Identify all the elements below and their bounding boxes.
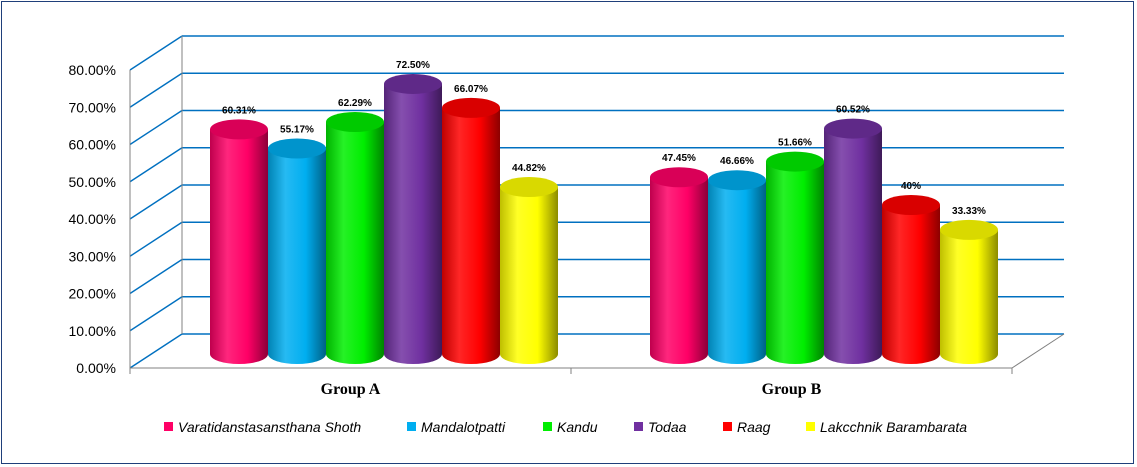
gridline-diag — [129, 258, 183, 295]
y-tick-label: 10.00% — [69, 323, 116, 339]
y-tick-label: 80.00% — [69, 62, 116, 78]
bar — [824, 118, 882, 364]
gridline-diag — [129, 147, 183, 183]
data-label: 51.66% — [778, 138, 812, 149]
bar-body — [766, 161, 824, 364]
legend-item: Mandalotpatti — [407, 419, 506, 435]
bar-top — [384, 73, 442, 94]
gridline-diag — [129, 296, 183, 332]
gridline-diag — [129, 221, 183, 257]
bar-top — [210, 119, 268, 140]
legend-label: Kandu — [557, 419, 598, 435]
data-labels: 60.31% 55.17% 62.29% 72.50% 66.07% 44.82% 47.4… — [222, 60, 986, 217]
legend-label: Varatidanstasansthana Shoth — [178, 419, 361, 435]
bar — [500, 177, 558, 364]
data-label: 44.82% — [512, 163, 546, 174]
bar-top — [650, 167, 708, 188]
bar-top — [824, 118, 882, 139]
bar-body — [940, 229, 998, 364]
bar-top — [442, 97, 500, 118]
bar — [940, 219, 998, 364]
bar-body — [384, 83, 442, 364]
legend-swatch — [407, 422, 416, 431]
bar-body — [824, 128, 882, 364]
bar — [268, 138, 326, 364]
bar-body — [210, 129, 268, 364]
data-label: 46.66% — [720, 156, 754, 167]
floor-edge — [1011, 333, 1065, 369]
bar — [708, 170, 766, 364]
legend-label: Todaa — [648, 419, 687, 435]
bar-body — [882, 205, 940, 364]
y-tick-label: 20.00% — [69, 286, 116, 302]
bar-top — [326, 111, 384, 132]
bar-body — [268, 148, 326, 364]
legend-label: Raag — [737, 419, 771, 435]
legend-item: Varatidanstasansthana Shoth — [164, 419, 361, 435]
gridline-diag — [129, 333, 183, 369]
gridline-diag — [129, 72, 183, 108]
legend-swatch — [164, 422, 173, 431]
y-tick-label: 50.00% — [69, 174, 116, 190]
legend-item: Raag — [723, 419, 771, 435]
bar — [326, 111, 384, 364]
x-category-label: Group B — [762, 381, 822, 398]
y-tick-label: 40.00% — [69, 211, 116, 227]
legend-swatch — [806, 422, 815, 431]
legend-item: Kandu — [543, 419, 598, 435]
data-label: 33.33% — [952, 206, 986, 217]
data-label: 55.17% — [280, 124, 314, 135]
legend-item: Lakcchnik Barambarata — [806, 419, 967, 435]
data-label: 66.07% — [454, 84, 488, 95]
legend-swatch — [543, 422, 552, 431]
bar-body — [650, 177, 708, 364]
gridline-diag — [129, 35, 183, 71]
legend-label: Lakcchnik Barambarata — [820, 419, 967, 435]
y-tick-label: 70.00% — [69, 99, 116, 115]
y-tick-label: 60.00% — [69, 137, 116, 153]
legend-swatch — [723, 422, 732, 431]
legend-label: Mandalotpatti — [421, 419, 506, 435]
bar-top — [766, 151, 824, 172]
legend-item: Todaa — [634, 419, 687, 435]
bar — [766, 151, 824, 364]
y-tick-label: 0.00% — [76, 360, 116, 376]
data-label: 62.29% — [338, 98, 372, 109]
gridline-diag — [129, 109, 183, 146]
bar-top — [708, 170, 766, 191]
bar-top — [268, 138, 326, 159]
bar-body — [500, 187, 558, 364]
bar-top — [500, 177, 558, 198]
bar-body — [326, 121, 384, 364]
bar-body — [442, 107, 500, 364]
axes: 0.00% 10.00% 20.00% 30.00% 40.00% 50.00% 60.00… — [69, 36, 1065, 398]
bar-top — [940, 219, 998, 240]
bar-top — [882, 195, 940, 215]
bar — [882, 195, 940, 364]
gridline-diag — [129, 184, 183, 220]
data-label: 72.50% — [396, 60, 430, 71]
bar — [442, 97, 500, 364]
bar — [384, 73, 442, 364]
bar — [650, 167, 708, 364]
bar-body — [708, 180, 766, 364]
data-label: 60.52% — [836, 105, 870, 116]
legend: Varatidanstasansthana Shoth Mandalotpatti… — [164, 419, 967, 435]
data-label: 40% — [901, 181, 921, 192]
y-tick-label: 30.00% — [69, 248, 116, 264]
legend-swatch — [634, 422, 643, 431]
bars — [210, 73, 998, 364]
data-label: 47.45% — [662, 153, 696, 164]
x-category-label: Group A — [321, 381, 381, 398]
data-label: 60.31% — [222, 105, 256, 116]
bar — [210, 119, 268, 364]
